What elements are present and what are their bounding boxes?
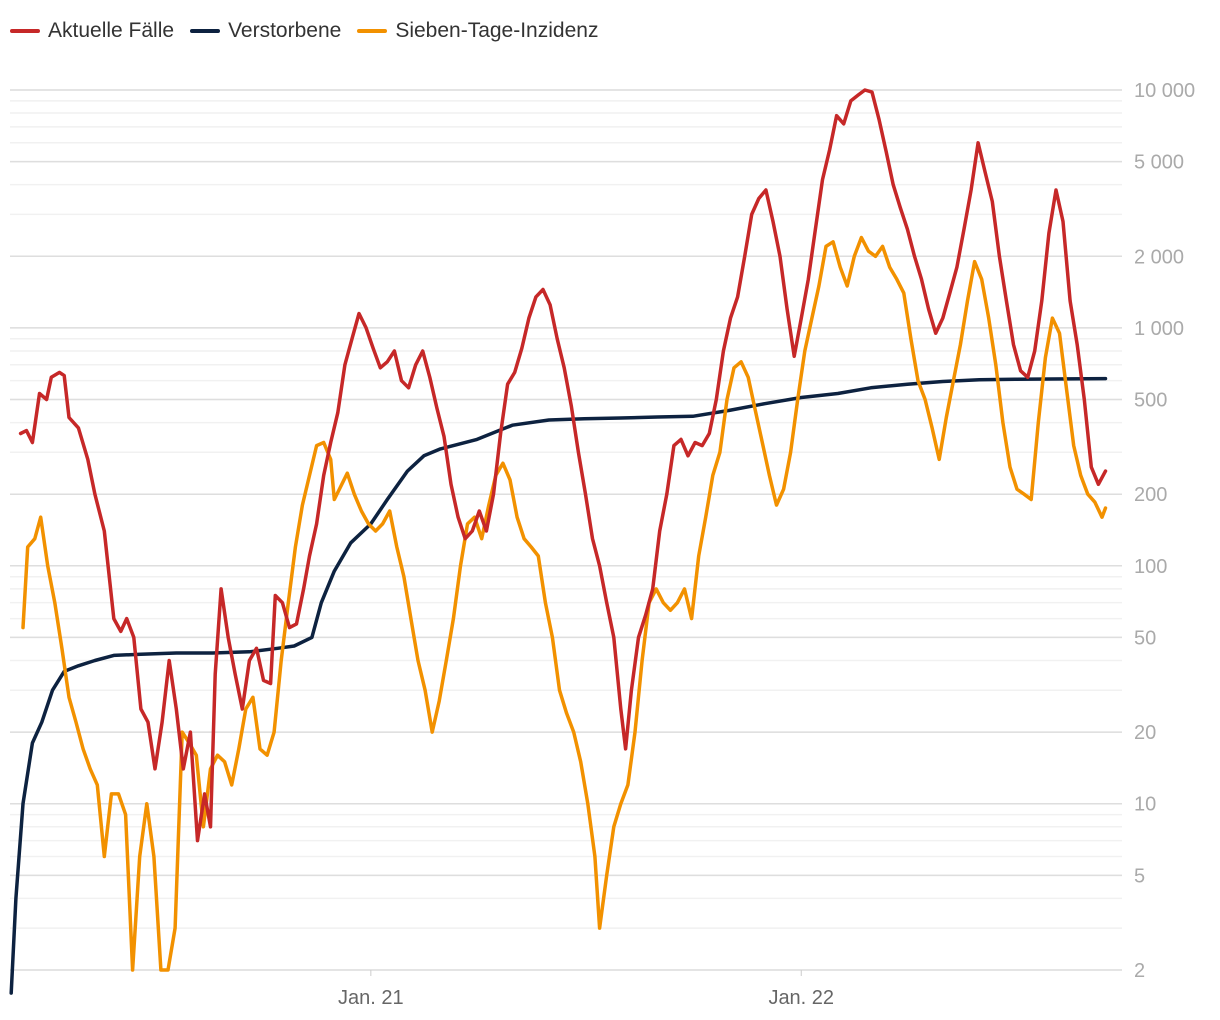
y-tick-label: 10 000 [1134,80,1195,102]
y-tick-label: 5 000 [1134,152,1184,174]
series-line-sieben-tage-inzidenz [21,235,1108,972]
y-tick-label: 2 000 [1134,246,1184,268]
x-tick-label: Jan. 21 [338,987,404,1009]
legend-label-verstorbene: Verstorbene [228,19,342,42]
y-tick-label: 2 [1134,960,1145,982]
legend-item-aktuelle-faelle[interactable]: Aktuelle Fälle [10,19,174,43]
y-tick-label: 50 [1134,627,1156,649]
y-tick-label: 200 [1134,484,1167,506]
x-axis: Jan. 21 Jan. 22 [338,970,834,1009]
series-layer [9,88,1108,995]
legend: Aktuelle Fälle Verstorbene Sieben-Tage-I… [10,16,598,46]
legend-swatch-verstorbene [190,29,221,33]
legend-label-aktuelle-faelle: Aktuelle Fälle [48,19,175,42]
y-tick-label: 20 [1134,722,1156,744]
legend-swatch-aktuelle-faelle [10,29,40,33]
y-tick-label: 100 [1134,556,1167,578]
legend-item-verstorbene[interactable]: Verstorbene [190,19,341,43]
series-line-aktuelle-faelle [18,88,1108,843]
y-axis: 10 000 5 000 2 000 1 000 500 200 100 50 20 10 5 2 [1134,80,1195,982]
y-tick-label: 500 [1134,390,1167,412]
legend-label-sieben-tage-inzidenz: Sieben-Tage-Inzidenz [395,19,599,42]
x-tick-label: Jan. 22 [768,987,834,1009]
legend-item-sieben-tage-inzidenz[interactable]: Sieben-Tage-Inzidenz [357,19,598,43]
y-tick-label: 10 [1134,794,1156,816]
series-line-verstorbene [9,376,1108,995]
y-tick-label: 1 000 [1134,318,1184,340]
y-tick-label: 5 [1134,865,1145,887]
legend-swatch-sieben-tage-inzidenz [357,29,388,33]
